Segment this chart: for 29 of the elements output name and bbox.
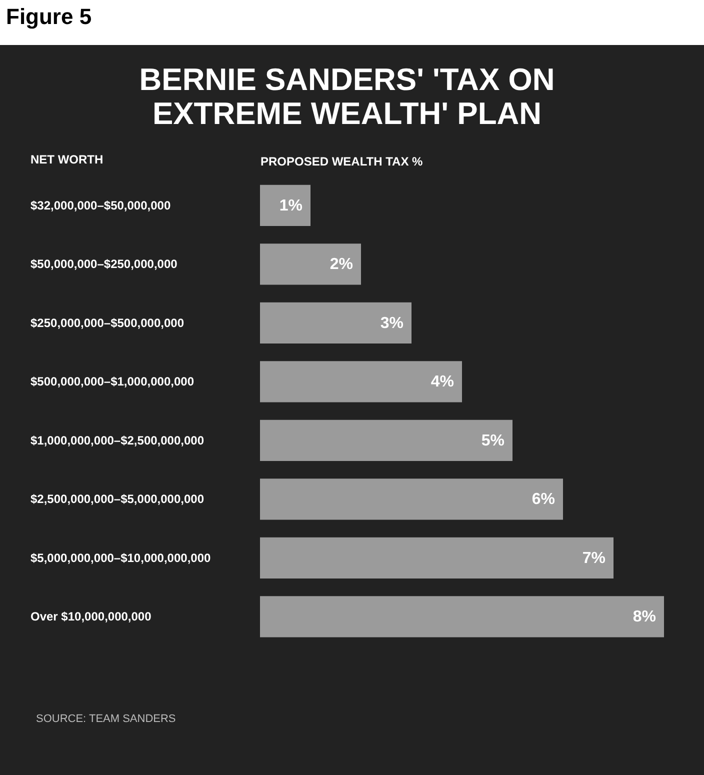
bar bbox=[260, 184, 310, 226]
data-label: 1% bbox=[279, 197, 302, 214]
x-axis-title: PROPOSED WEALTH TAX % bbox=[260, 154, 424, 168]
bar bbox=[260, 478, 563, 520]
chart-title: BERNIE SANDERS' 'TAX ON EXTREME WEALTH' PLAN bbox=[139, 62, 555, 131]
y-tick-label: $50,000,000–$250,000,000 bbox=[30, 257, 178, 272]
y-tick-label: $5,000,000,000–$10,000,000,000 bbox=[30, 550, 211, 565]
y-tick-label: Over $10,000,000,000 bbox=[30, 610, 152, 624]
data-label: 6% bbox=[532, 491, 555, 508]
data-label: 8% bbox=[632, 608, 656, 626]
data-label: 3% bbox=[380, 314, 404, 332]
bar bbox=[260, 244, 361, 285]
source-note: SOURCE: TEAM SANDERS bbox=[36, 713, 176, 725]
data-label: 2% bbox=[330, 256, 353, 274]
bar bbox=[260, 420, 512, 461]
y-tick-label: $32,000,000–$50,000,000 bbox=[30, 198, 171, 212]
data-label: 4% bbox=[430, 374, 454, 391]
bar bbox=[260, 302, 412, 344]
bar bbox=[260, 537, 614, 578]
y-tick-label: $1,000,000,000–$2,500,000,000 bbox=[30, 433, 204, 448]
y-axis-title: NET WORTH bbox=[30, 152, 104, 166]
y-tick-label: $500,000,000–$1,000,000,000 bbox=[30, 374, 194, 389]
y-tick-label: $2,500,000,000–$5,000,000,000 bbox=[30, 492, 204, 506]
caption: Figure 5 bbox=[5, 3, 93, 31]
data-label: 7% bbox=[582, 550, 606, 567]
y-tick-label: $250,000,000–$500,000,000 bbox=[30, 316, 184, 330]
bar bbox=[260, 361, 462, 402]
bar bbox=[260, 596, 664, 638]
data-label: 5% bbox=[481, 432, 504, 450]
